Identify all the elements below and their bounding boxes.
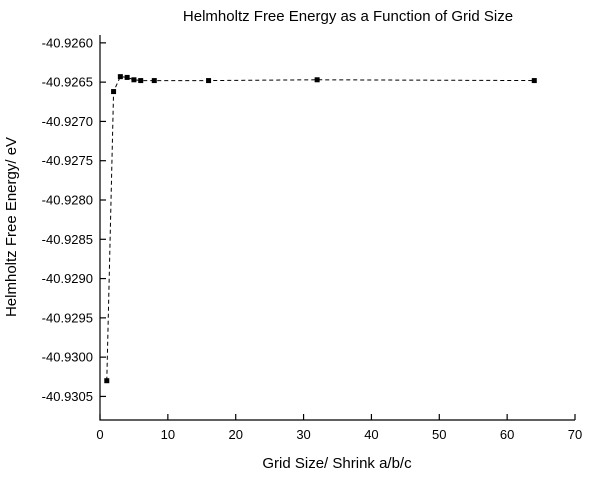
data-point [111, 89, 117, 95]
data-point [206, 78, 212, 84]
y-axis-label: Helmholtz Free Energy/ eV [3, 137, 20, 317]
x-axis-label: Grid Size/ Shrink a/b/c [262, 455, 412, 472]
data-point [314, 77, 320, 83]
x-tick-label: 50 [432, 427, 446, 442]
x-tick-label: 20 [228, 427, 242, 442]
y-tick-label: -40.9260 [42, 35, 93, 50]
x-tick-label: 40 [364, 427, 378, 442]
x-tick-label: 30 [296, 427, 310, 442]
data-point [124, 74, 130, 80]
x-tick-label: 0 [96, 427, 103, 442]
data-point [151, 78, 157, 84]
series-line [106, 76, 535, 381]
y-tick-label: -40.9300 [42, 350, 93, 365]
chart-title: Helmholtz Free Energy as a Function of G… [183, 8, 513, 25]
data-point [117, 74, 123, 80]
x-tick-label: 60 [500, 427, 514, 442]
axes [99, 35, 575, 421]
y-tick-label: -40.9275 [42, 153, 93, 168]
data-point [104, 378, 110, 384]
y-tick-label: -40.9305 [42, 389, 93, 404]
x-tick-label: 10 [161, 427, 175, 442]
data-point [531, 78, 537, 84]
data-point [138, 78, 144, 84]
x-tick-label: 70 [568, 427, 582, 442]
y-tick-label: -40.9295 [42, 310, 93, 325]
y-tick-label: -40.9290 [42, 271, 93, 286]
plot-area: 0 10 20 30 40 50 60 70 -40.9305 -40.9300 -40.9295 -… [42, 35, 582, 442]
y-tick-label: -40.9280 [42, 193, 93, 208]
y-tick-label: -40.9265 [42, 75, 93, 90]
data-point [131, 77, 137, 83]
y-tick-label: -40.9270 [42, 114, 93, 129]
y-tick-label: -40.9285 [42, 232, 93, 247]
